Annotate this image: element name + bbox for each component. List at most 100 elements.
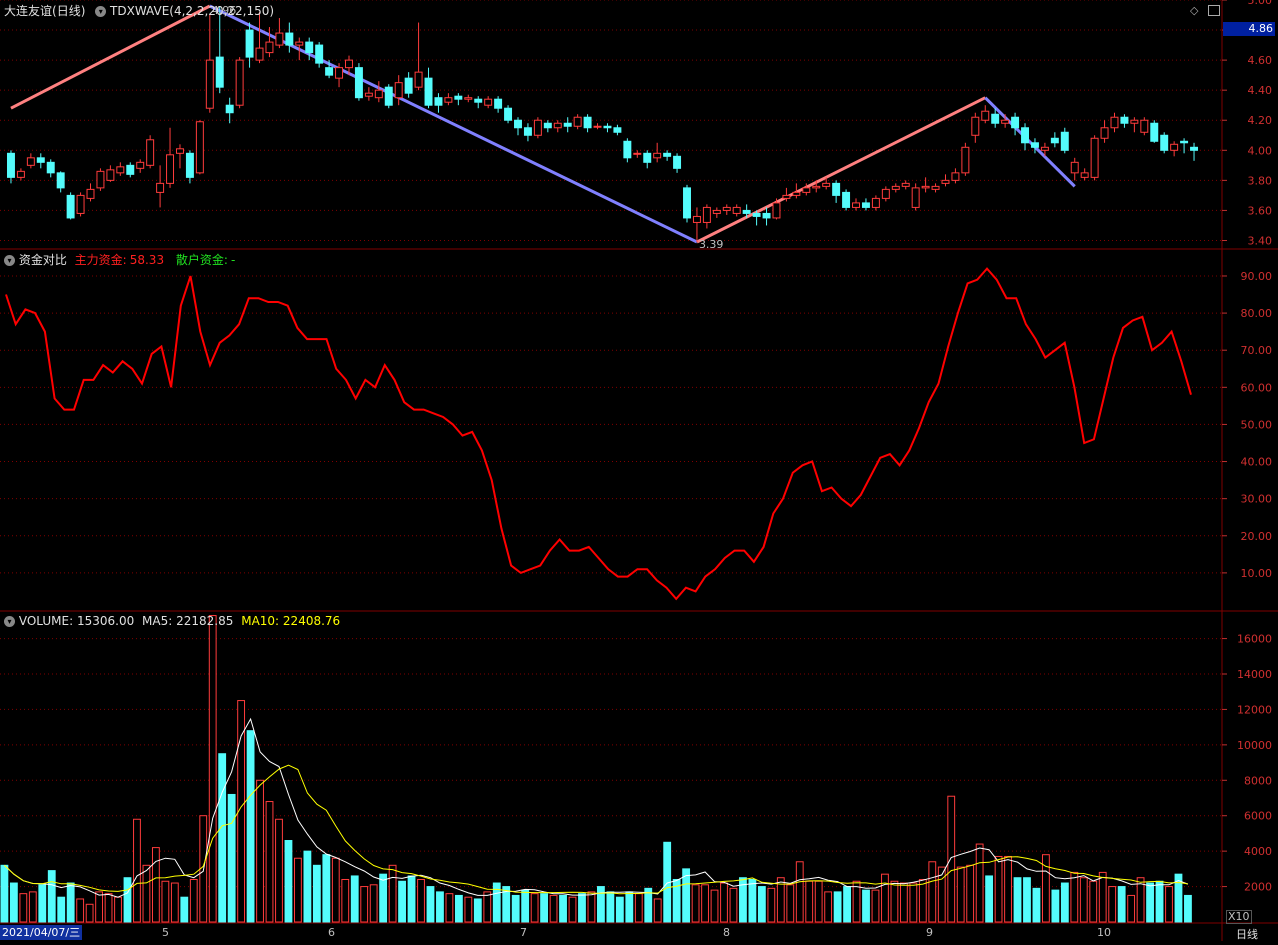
panel2-title[interactable]: 资金对比 bbox=[18, 253, 67, 267]
candle bbox=[126, 162, 135, 178]
candle-body bbox=[583, 116, 592, 129]
candle-body bbox=[514, 119, 522, 129]
volume-bar bbox=[294, 857, 302, 923]
period-button[interactable]: 日线 bbox=[1236, 928, 1258, 941]
retail-fund-label: 散户资金: bbox=[175, 253, 228, 267]
volume-bar bbox=[95, 891, 103, 923]
y-tick-label: 20.00 bbox=[1241, 530, 1273, 543]
candle-body bbox=[891, 185, 900, 190]
candle-body bbox=[36, 157, 45, 163]
volume-bar bbox=[123, 877, 132, 923]
volume-bar bbox=[303, 850, 312, 923]
candle-body bbox=[1130, 119, 1139, 124]
main-fund-line bbox=[5, 267, 1192, 601]
candle bbox=[195, 120, 204, 175]
candle-body bbox=[673, 155, 682, 169]
volume-bar bbox=[909, 882, 918, 923]
candle bbox=[285, 22, 294, 53]
candle-body bbox=[474, 98, 483, 103]
candle-body bbox=[116, 166, 125, 174]
volume-bar bbox=[360, 886, 369, 923]
volume-bar bbox=[133, 818, 141, 923]
candle-body bbox=[56, 172, 65, 189]
month-label-8: 8 bbox=[723, 926, 730, 939]
volume-bar bbox=[918, 878, 927, 923]
candle bbox=[514, 117, 522, 136]
volume-bar bbox=[426, 886, 435, 923]
volume-bar bbox=[729, 887, 738, 923]
candle bbox=[335, 63, 344, 88]
candle-body bbox=[235, 59, 244, 106]
candle-body bbox=[76, 194, 85, 214]
volume-bar bbox=[66, 882, 75, 923]
candle-body bbox=[175, 148, 184, 154]
candle bbox=[653, 142, 662, 163]
candle-body bbox=[523, 127, 532, 136]
candle bbox=[643, 150, 652, 169]
candle bbox=[752, 210, 761, 226]
candle-body bbox=[374, 89, 383, 99]
candle-body bbox=[285, 32, 294, 46]
candle bbox=[702, 204, 711, 229]
candle-body bbox=[1070, 161, 1079, 174]
panel3-toggle-icon[interactable]: ▾ bbox=[4, 616, 15, 627]
candle-body bbox=[1180, 140, 1189, 144]
volume-bar bbox=[28, 891, 37, 923]
y-tick-label: 30.00 bbox=[1241, 493, 1273, 506]
panel2-toggle-icon[interactable]: ▾ bbox=[4, 255, 15, 266]
candle bbox=[345, 55, 353, 76]
candle bbox=[374, 81, 383, 103]
candle-body bbox=[643, 152, 652, 163]
price-annotation: 4.96 bbox=[212, 4, 237, 17]
y-tick-label: 10.00 bbox=[1241, 567, 1273, 580]
candle bbox=[494, 96, 503, 113]
candle bbox=[1190, 142, 1199, 161]
candle-body bbox=[1160, 134, 1169, 151]
candle bbox=[76, 192, 85, 217]
candle bbox=[633, 150, 642, 158]
candle-body bbox=[195, 121, 204, 174]
current-price-flag: 4.86 bbox=[1223, 22, 1275, 36]
volume-bar bbox=[549, 894, 558, 923]
candle-body bbox=[941, 179, 950, 184]
candle-body bbox=[454, 95, 463, 100]
volume-bar bbox=[1004, 855, 1012, 923]
volume-bar bbox=[322, 854, 331, 923]
candle bbox=[156, 165, 165, 208]
candle-body bbox=[702, 206, 711, 223]
candle-body bbox=[563, 122, 572, 127]
indicator-toggle-icon[interactable]: ▾ bbox=[95, 6, 107, 17]
candle-body bbox=[96, 170, 105, 189]
candle bbox=[56, 171, 65, 193]
candle bbox=[583, 114, 592, 133]
panel2-header: ▾ 资金对比 主力资金: 58.33 散户资金: - bbox=[4, 253, 235, 267]
candle bbox=[275, 18, 284, 49]
candle bbox=[712, 207, 721, 218]
candle-body bbox=[683, 187, 691, 219]
volume-bar bbox=[151, 847, 160, 923]
candle bbox=[891, 183, 900, 193]
window-toggle-icon[interactable] bbox=[1208, 5, 1220, 16]
volume-bar bbox=[720, 882, 728, 923]
volume-label[interactable]: VOLUME: bbox=[18, 614, 74, 628]
volume-bar bbox=[104, 893, 113, 923]
candle bbox=[692, 207, 701, 242]
candle-body bbox=[692, 215, 701, 223]
volume-bar bbox=[1127, 894, 1136, 923]
indicator-name[interactable]: TDXWAVE(4,2,2,20,22,150) bbox=[110, 4, 275, 18]
volume-bar bbox=[776, 877, 785, 923]
candle-body bbox=[1040, 146, 1049, 151]
volume-value: 15306.00 bbox=[76, 614, 135, 628]
month-label-5: 5 bbox=[162, 926, 169, 939]
volume-bar bbox=[38, 884, 47, 923]
volume-bar bbox=[814, 880, 823, 923]
candle bbox=[533, 117, 542, 139]
candle bbox=[504, 105, 513, 124]
diamond-icon[interactable]: ◇ bbox=[1190, 4, 1199, 17]
candle bbox=[404, 72, 413, 98]
candle bbox=[1100, 120, 1109, 143]
y-tick-label: 8000 bbox=[1244, 774, 1272, 787]
volume-bar bbox=[937, 866, 946, 923]
candle-body bbox=[245, 29, 254, 58]
